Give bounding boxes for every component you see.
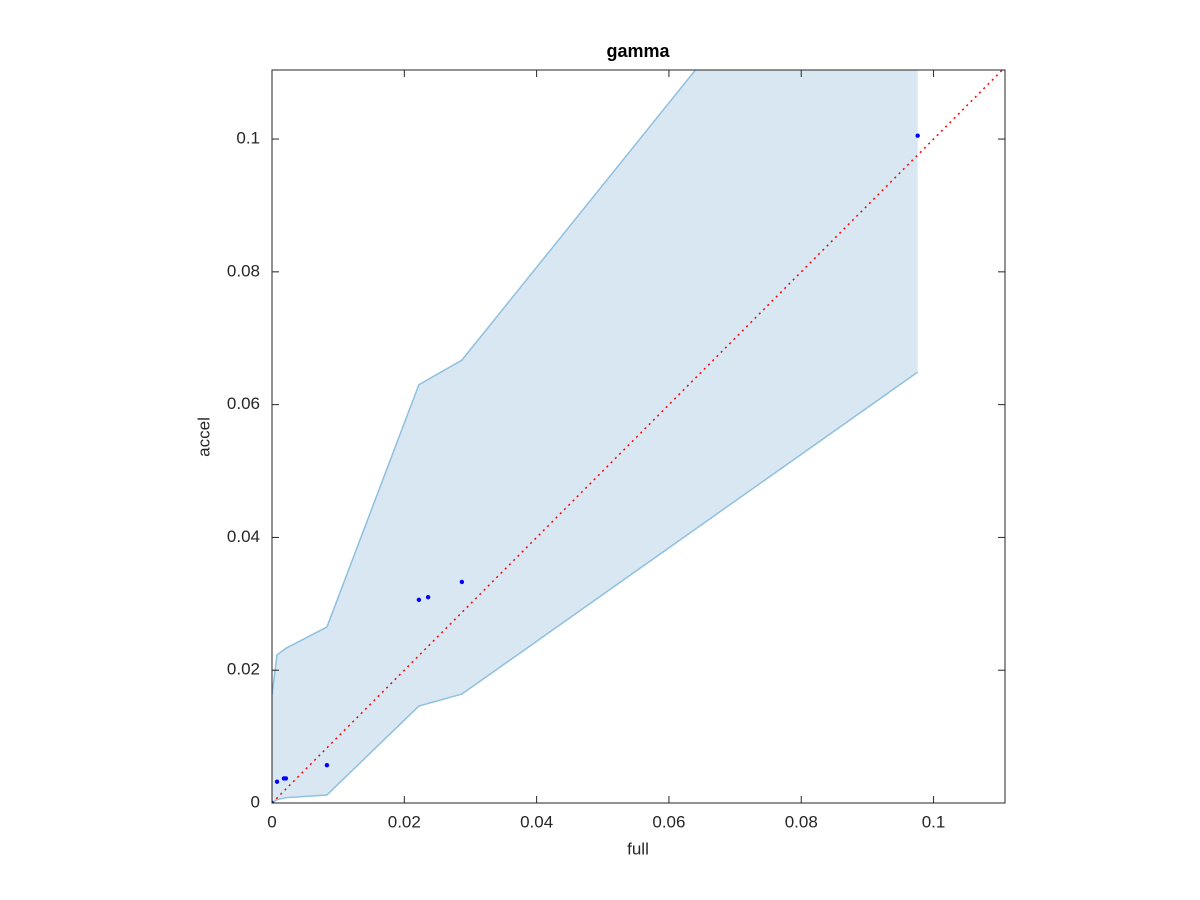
axes-box bbox=[271, 69, 1006, 804]
y-tick-label: 0.06 bbox=[227, 394, 260, 413]
x-tick-label: 0.02 bbox=[388, 812, 421, 831]
chart-title: gamma bbox=[606, 41, 670, 61]
y-axis-label: accel bbox=[194, 417, 213, 457]
data-point bbox=[425, 594, 431, 600]
x-tick-label: 0.08 bbox=[785, 812, 818, 831]
data-point bbox=[324, 762, 330, 768]
y-tick-label: 0.08 bbox=[227, 261, 260, 280]
band-edge bbox=[272, 70, 697, 695]
data-point bbox=[416, 597, 422, 603]
data-point bbox=[274, 779, 280, 784]
x-tick-label: 0.06 bbox=[652, 812, 685, 831]
band-edge bbox=[272, 371, 919, 803]
y-tick-label: 0.1 bbox=[236, 129, 260, 148]
data-point bbox=[283, 776, 289, 781]
plot-layer bbox=[272, 70, 1004, 803]
x-tick-label: 0.1 bbox=[922, 812, 946, 831]
y-tick-label: 0.02 bbox=[227, 660, 260, 679]
x-tick-label: 0 bbox=[267, 812, 276, 831]
confidence-band bbox=[272, 70, 918, 803]
y-tick-label: 0 bbox=[251, 792, 260, 811]
data-point bbox=[272, 800, 275, 803]
x-axis-label: full bbox=[627, 839, 649, 858]
data-point bbox=[915, 133, 920, 138]
y-tick-label: 0.04 bbox=[227, 527, 260, 546]
reference-line bbox=[272, 70, 1004, 803]
data-point bbox=[459, 579, 465, 585]
x-tick-label: 0.04 bbox=[520, 812, 553, 831]
